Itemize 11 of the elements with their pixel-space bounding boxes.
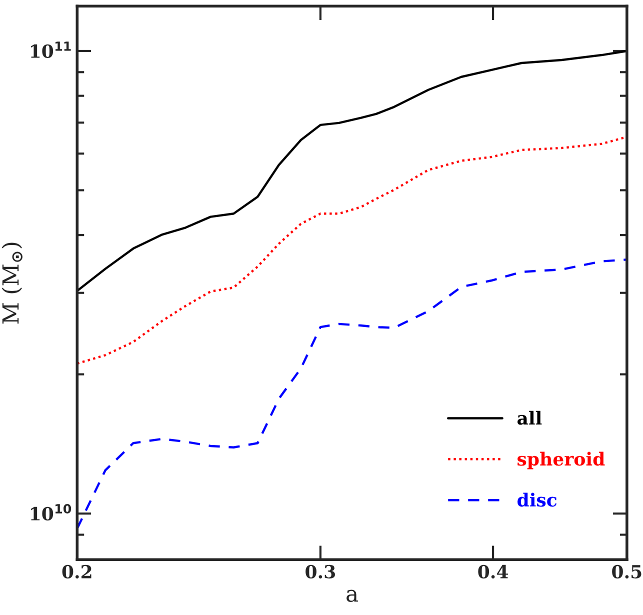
x-tick-label: 0.2 [62, 564, 92, 578]
x-axis-title: a [346, 590, 358, 602]
legend-label: spheroid [518, 452, 605, 470]
x-tick-label: 0.4 [478, 564, 508, 578]
y-tick-label: 10$^{11}$ [30, 42, 71, 58]
y-tick-label: 10$^{10}$ [30, 504, 72, 521]
y-axis-title: M (M$_{⊙}$) [2, 242, 22, 324]
x-tick-label: 0.3 [306, 564, 335, 578]
legend-label: all [517, 410, 542, 425]
x-tick-label: 0.5 [612, 564, 642, 578]
legend-label: disc [517, 492, 557, 507]
